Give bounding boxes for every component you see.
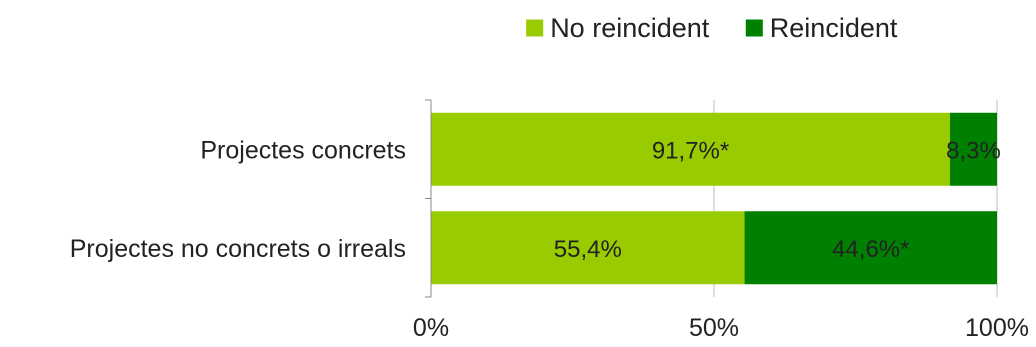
axes: Projectes concrets Projectes no concrets … (70, 99, 1029, 342)
bar-0-1 (950, 112, 997, 186)
x-tick-label-0: 0% (413, 314, 449, 342)
legend-swatch-0 (526, 19, 544, 37)
legend-label-0: No reincident (550, 13, 710, 43)
legend-label-1: Reincident (770, 13, 898, 43)
bars: 91,7%* 8,3% 55,4% 44,6%* (431, 112, 1001, 285)
bar-0-0 (431, 112, 951, 186)
data-label-1-1: 44,6%* (832, 236, 909, 263)
x-tick-label-1: 50% (689, 314, 739, 342)
bar-1-1 (744, 211, 997, 285)
bar-1-0 (431, 211, 745, 285)
category-label-1: Projectes no concrets o irreals (70, 235, 406, 263)
legend-swatch-1 (745, 19, 763, 37)
legend: No reincident Reincident (526, 13, 898, 43)
data-label-0-1: 8,3% (946, 137, 1001, 164)
category-label-0: Projectes concrets (200, 136, 406, 164)
data-label-0-0: 91,7%* (652, 137, 729, 164)
x-tick-label-2: 100% (965, 314, 1029, 342)
data-label-1-0: 55,4% (554, 236, 622, 263)
